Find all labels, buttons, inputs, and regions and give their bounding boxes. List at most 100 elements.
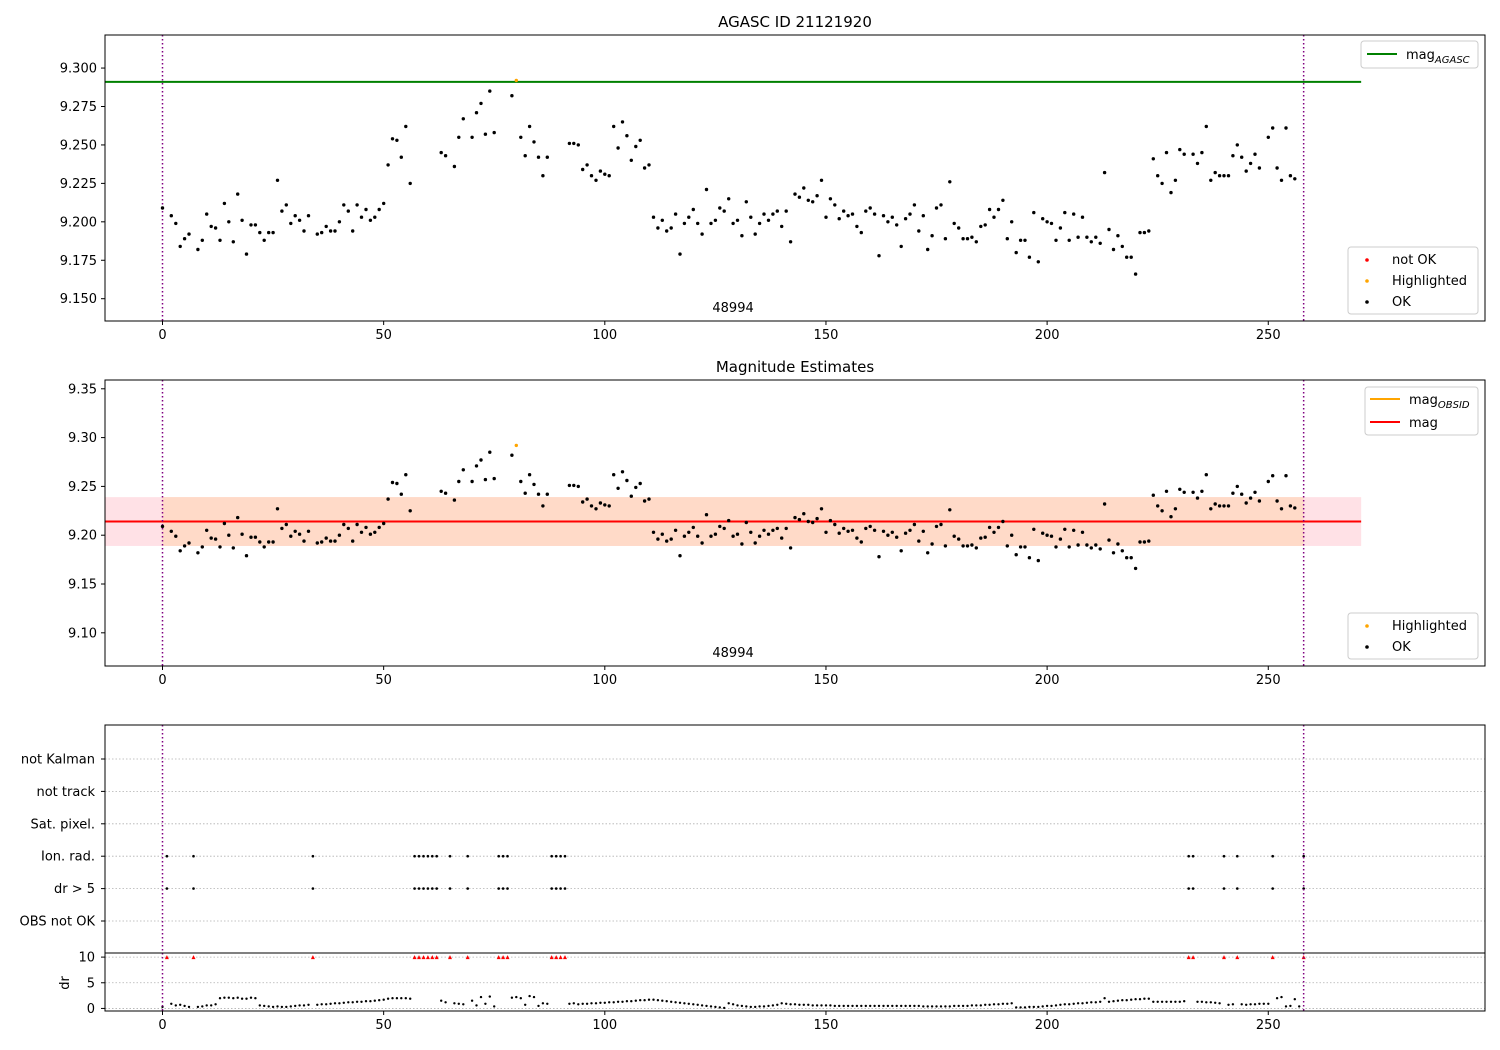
legend-label-base: mag xyxy=(1409,393,1438,408)
data-point-ok xyxy=(567,483,572,488)
data-point-ok xyxy=(315,232,319,236)
data-point-ok xyxy=(275,178,280,182)
data-point-ok xyxy=(205,528,209,532)
data-point-ok xyxy=(297,218,302,222)
data-point-ok xyxy=(647,497,651,501)
data-point-ok xyxy=(1248,161,1253,166)
dr-clipped-marker xyxy=(501,955,506,960)
panel-magnitude-estimates: Magnitude Estimates 9.10 9.15 9.20 9.25 9.30… xyxy=(68,358,1486,688)
data-point-ok xyxy=(1107,227,1111,232)
data-point-ok xyxy=(1111,247,1116,252)
data-point-ok xyxy=(1293,177,1297,181)
dr-point xyxy=(758,1005,761,1008)
data-point-ok xyxy=(1076,235,1080,239)
data-point-ok xyxy=(642,166,647,170)
dr-point xyxy=(1275,997,1279,1000)
data-point-ok xyxy=(934,524,939,529)
flag-point xyxy=(422,854,425,858)
y-tick-label: 9.25 xyxy=(68,480,97,495)
dr-clipped-marker xyxy=(430,955,435,960)
flag-point xyxy=(466,887,470,890)
data-point-ok xyxy=(992,215,996,219)
data-point-ok xyxy=(1072,528,1076,532)
dr-point xyxy=(718,1006,721,1009)
data-point-ok xyxy=(722,526,726,531)
dr-point xyxy=(851,1004,854,1008)
flag-point xyxy=(422,887,425,890)
data-point-ok xyxy=(541,504,545,508)
data-point-ok xyxy=(1054,238,1058,242)
data-point-ok xyxy=(169,529,173,533)
data-point-ok xyxy=(399,492,403,496)
dr-point xyxy=(1169,1000,1173,1003)
dr-point xyxy=(581,1002,584,1005)
flag-point xyxy=(1271,887,1274,890)
data-point-ok xyxy=(766,532,771,536)
dr-point xyxy=(944,1005,947,1008)
dr-clipped-marker xyxy=(554,955,559,960)
y-tick-label: 9.275 xyxy=(60,100,97,115)
dr-point xyxy=(692,1003,695,1006)
flag-point xyxy=(311,887,315,890)
data-point-ok xyxy=(819,178,824,182)
data-point-ok xyxy=(1156,174,1160,178)
flag-category-label: not track xyxy=(36,785,95,800)
dr-point xyxy=(484,1002,487,1005)
dr-point xyxy=(904,1004,907,1008)
dr-point xyxy=(736,1004,739,1007)
data-point-ok xyxy=(665,539,669,543)
data-point-ok xyxy=(302,539,306,543)
dr-clipped-marker xyxy=(421,955,426,960)
x-tick-label: 50 xyxy=(375,1018,392,1033)
dr-point xyxy=(1218,1002,1221,1005)
data-point-ok xyxy=(293,529,297,533)
data-point-ok xyxy=(1169,515,1173,519)
data-point-ok xyxy=(1178,147,1182,152)
data-point-ok xyxy=(979,224,983,229)
data-point-ok xyxy=(182,237,187,241)
data-point-ok xyxy=(532,482,536,487)
dr-point xyxy=(245,997,248,1000)
data-point-ok xyxy=(236,515,240,520)
data-point-ok xyxy=(368,218,373,222)
data-point-ok xyxy=(1036,558,1041,563)
data-point-ok xyxy=(280,526,284,531)
x-tick-label: 0 xyxy=(158,328,166,343)
dr-point xyxy=(696,1003,699,1006)
dr-clipped-marker xyxy=(1222,955,1226,960)
dr-point xyxy=(187,1005,191,1009)
data-point-ok xyxy=(682,534,687,538)
data-point-ok xyxy=(651,215,656,219)
data-point-ok xyxy=(351,539,355,543)
data-point-ok xyxy=(1222,504,1226,508)
data-point-ok xyxy=(483,132,488,136)
dr-point xyxy=(1103,997,1106,1000)
dr-point xyxy=(210,1004,213,1007)
data-point-ok xyxy=(1178,487,1182,491)
data-point-ok xyxy=(572,141,576,146)
data-point-ok xyxy=(974,546,978,550)
data-point-ok xyxy=(855,536,859,540)
flag-point xyxy=(413,887,416,890)
dr-point xyxy=(1205,1001,1208,1004)
x-tick-label: 100 xyxy=(592,328,617,343)
data-point-ok xyxy=(231,546,235,550)
dr-point xyxy=(1165,1000,1168,1003)
dr-point xyxy=(170,1002,173,1005)
dr-point xyxy=(360,1000,363,1003)
data-point-ok xyxy=(753,232,757,236)
data-point-ok xyxy=(1235,143,1240,147)
panel2-legend-bottom: Highlighted OK xyxy=(1347,612,1479,660)
data-point-ok xyxy=(1191,490,1195,494)
data-point-ok xyxy=(382,521,386,526)
dr-point xyxy=(378,999,381,1002)
data-point-ok xyxy=(895,223,899,227)
data-point-ok xyxy=(536,155,541,159)
data-point-ok xyxy=(1054,545,1058,549)
data-point-ok xyxy=(1209,507,1213,511)
x-tick-label: 50 xyxy=(375,673,392,688)
legend-marker-ok xyxy=(1365,645,1369,649)
data-point-ok xyxy=(607,174,611,178)
dr-point xyxy=(917,1004,920,1008)
data-point-ok xyxy=(713,218,718,222)
